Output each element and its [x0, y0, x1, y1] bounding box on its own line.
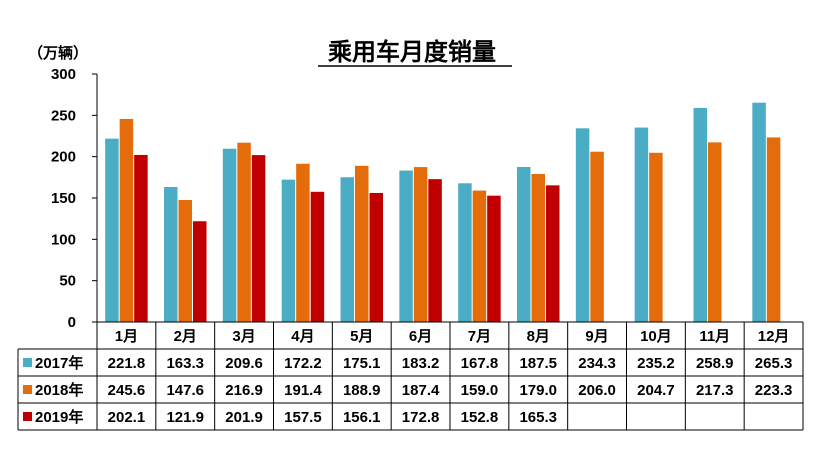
x-tick-label: 12月	[758, 328, 790, 345]
x-tick-label: 11月	[699, 328, 730, 345]
x-tick-label: 7月	[468, 328, 491, 345]
legend-label: 2019年	[35, 408, 83, 426]
data-label: 167.8	[461, 355, 499, 372]
x-tick-label: 8月	[527, 328, 550, 345]
bar-2017年-8月	[517, 167, 531, 322]
bar-2019年-8月	[546, 185, 560, 322]
data-label: 165.3	[519, 409, 557, 426]
data-label: 206.0	[578, 382, 616, 399]
bar-2017年-2月	[164, 187, 178, 322]
y-tick-label: 150	[51, 190, 76, 207]
data-label: 152.8	[461, 409, 499, 426]
bar-2018年-10月	[649, 152, 663, 322]
bar-2017年-6月	[399, 170, 413, 322]
bar-2017年-11月	[693, 107, 707, 322]
data-label: 234.3	[578, 355, 616, 372]
data-label: 209.6	[225, 355, 263, 372]
data-label: 183.2	[402, 355, 440, 372]
bar-2017年-3月	[222, 148, 237, 322]
bar-2018年-8月	[531, 174, 545, 322]
bar-2018年-2月	[178, 199, 192, 322]
bar-2017年-12月	[752, 102, 766, 322]
bar-2018年-12月	[766, 137, 781, 322]
data-label: 172.2	[284, 355, 322, 372]
legend-key	[23, 385, 32, 394]
legend-key	[23, 412, 32, 421]
x-tick-label: 9月	[585, 328, 608, 345]
data-label: 235.2	[637, 355, 675, 372]
bar-2019年-3月	[251, 155, 266, 322]
data-label: 121.9	[166, 409, 204, 426]
x-tick-label: 3月	[232, 328, 255, 345]
data-label: 204.7	[637, 382, 675, 399]
legend-label: 2017年	[35, 354, 83, 372]
bar-2018年-6月	[413, 167, 428, 322]
x-tick-label: 1月	[115, 328, 138, 345]
data-label: 191.4	[284, 382, 322, 399]
bar-2017年-4月	[281, 179, 296, 322]
data-label: 245.6	[108, 382, 146, 399]
data-label: 156.1	[343, 409, 381, 426]
x-tick-label: 6月	[409, 328, 432, 345]
bar-marks	[105, 102, 781, 323]
bar-2017年-10月	[634, 127, 649, 323]
bar-2019年-7月	[487, 195, 501, 322]
bar-2019年-1月	[134, 154, 148, 322]
data-label: 159.0	[461, 382, 499, 399]
y-tick-label: 0	[68, 314, 76, 331]
y-tick-label: 50	[59, 273, 76, 290]
bar-2018年-9月	[590, 151, 604, 322]
bar-2018年-7月	[472, 190, 487, 322]
bar-2018年-4月	[296, 163, 310, 322]
bar-2018年-5月	[355, 165, 369, 322]
data-label: 188.9	[343, 382, 381, 399]
bar-2019年-6月	[428, 179, 442, 322]
data-label: 179.0	[519, 382, 557, 399]
data-label: 187.4	[402, 382, 440, 399]
bar-2017年-7月	[458, 183, 472, 322]
x-tick-label: 5月	[350, 328, 373, 345]
data-label: 217.3	[696, 382, 734, 399]
x-tick-label: 2月	[174, 328, 197, 345]
data-table: 1月 2月 3月 4月 5月 6月 7月 8月 9月 10月 11月 12月 2017年 221.8 163…	[17, 321, 804, 431]
bar-2019年-4月	[310, 191, 325, 322]
unit-label: （万辆）	[28, 44, 88, 62]
data-label: 216.9	[225, 382, 263, 399]
bar-2018年-11月	[708, 142, 722, 322]
bar-2018年-1月	[119, 118, 134, 322]
x-tick-label: 4月	[291, 328, 314, 345]
data-label: 223.3	[755, 382, 793, 399]
data-label: 175.1	[343, 355, 381, 372]
data-label: 172.8	[402, 409, 440, 426]
chart-title: 乘用车月度销量	[327, 38, 496, 66]
data-label: 258.9	[696, 355, 734, 372]
bar-2018年-3月	[237, 142, 251, 322]
data-label: 202.1	[108, 409, 146, 426]
bar-2017年-9月	[575, 128, 590, 322]
data-label: 147.6	[166, 382, 204, 399]
y-axis: 0 50 100 150 200 250 300	[51, 66, 98, 331]
y-tick-label: 250	[51, 107, 76, 124]
data-label: 201.9	[225, 409, 263, 426]
legend-key	[23, 358, 32, 367]
y-tick-label: 300	[51, 66, 76, 83]
data-label: 221.8	[108, 355, 146, 372]
y-tick-label: 100	[51, 231, 76, 248]
bar-2017年-1月	[105, 138, 119, 322]
data-label: 163.3	[166, 355, 204, 372]
bar-2019年-5月	[369, 192, 383, 322]
legend-label: 2018年	[35, 381, 83, 399]
bar-2017年-5月	[340, 177, 354, 322]
data-label: 187.5	[519, 355, 557, 372]
x-tick-label: 10月	[640, 328, 672, 345]
y-tick-label: 200	[51, 149, 76, 166]
data-label: 265.3	[755, 355, 793, 372]
bar-2019年-2月	[193, 221, 207, 322]
data-label: 157.5	[284, 409, 322, 426]
